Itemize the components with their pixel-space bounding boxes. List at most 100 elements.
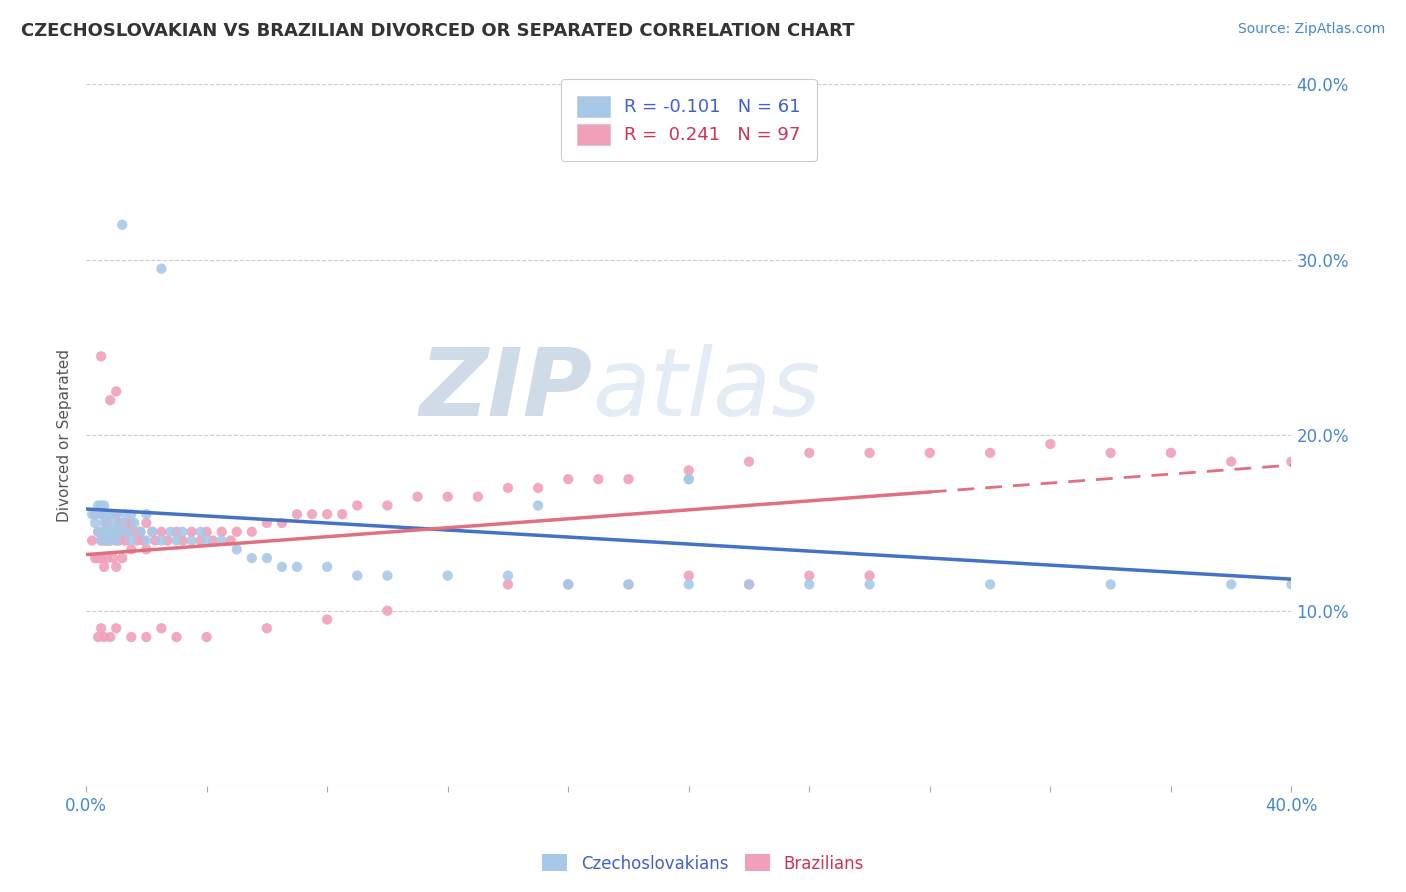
Point <box>117 524 139 539</box>
Point <box>114 507 136 521</box>
Point <box>84 507 107 521</box>
Point <box>1220 454 1243 468</box>
Point <box>124 516 146 530</box>
Point <box>98 533 121 548</box>
Point <box>98 630 121 644</box>
Point <box>108 533 131 548</box>
Point <box>617 577 640 591</box>
Point <box>111 524 134 539</box>
Point <box>1281 577 1303 591</box>
Point <box>98 507 121 521</box>
Text: ZIP: ZIP <box>419 343 592 435</box>
Point <box>225 524 247 539</box>
Point <box>127 533 149 548</box>
Point <box>1160 446 1182 460</box>
Point <box>105 507 128 521</box>
Point <box>316 507 339 521</box>
Point <box>103 524 125 539</box>
Point <box>98 393 121 408</box>
Point <box>93 559 115 574</box>
Point <box>1039 437 1062 451</box>
Point <box>436 490 458 504</box>
Point <box>90 621 112 635</box>
Point <box>105 533 128 548</box>
Point <box>90 507 112 521</box>
Point <box>219 533 242 548</box>
Point <box>979 446 1001 460</box>
Point <box>1281 454 1303 468</box>
Point <box>858 577 880 591</box>
Text: atlas: atlas <box>592 344 821 435</box>
Point <box>180 533 202 548</box>
Point <box>135 533 157 548</box>
Point <box>145 533 167 548</box>
Point <box>111 218 134 232</box>
Point <box>256 551 278 566</box>
Point <box>87 499 110 513</box>
Point <box>132 533 155 548</box>
Point <box>678 472 700 486</box>
Point <box>195 533 218 548</box>
Point <box>166 524 188 539</box>
Point <box>103 516 125 530</box>
Point <box>93 630 115 644</box>
Point <box>114 533 136 548</box>
Point <box>135 542 157 557</box>
Point <box>496 577 519 591</box>
Point <box>105 559 128 574</box>
Point <box>436 568 458 582</box>
Point <box>93 524 115 539</box>
Point <box>90 349 112 363</box>
Point <box>557 472 579 486</box>
Point <box>346 568 368 582</box>
Point <box>211 524 233 539</box>
Point <box>90 499 112 513</box>
Point <box>285 507 308 521</box>
Point <box>858 568 880 582</box>
Point <box>120 516 142 530</box>
Point <box>159 524 181 539</box>
Point <box>96 533 118 548</box>
Point <box>240 524 263 539</box>
Point <box>678 463 700 477</box>
Point <box>225 542 247 557</box>
Point <box>84 516 107 530</box>
Point <box>141 524 163 539</box>
Point <box>557 577 579 591</box>
Point <box>467 490 489 504</box>
Point <box>527 499 550 513</box>
Point <box>195 630 218 644</box>
Point <box>103 524 125 539</box>
Point <box>678 568 700 582</box>
Point <box>316 612 339 626</box>
Legend: R = -0.101   N = 61, R =  0.241   N = 97: R = -0.101 N = 61, R = 0.241 N = 97 <box>561 79 817 161</box>
Point <box>98 533 121 548</box>
Point <box>166 630 188 644</box>
Point <box>87 524 110 539</box>
Point <box>93 507 115 521</box>
Point <box>1220 577 1243 591</box>
Text: Source: ZipAtlas.com: Source: ZipAtlas.com <box>1237 22 1385 37</box>
Point <box>84 551 107 566</box>
Y-axis label: Divorced or Separated: Divorced or Separated <box>58 349 72 522</box>
Point <box>557 577 579 591</box>
Point <box>93 499 115 513</box>
Point <box>90 533 112 548</box>
Point <box>103 551 125 566</box>
Point <box>377 499 399 513</box>
Point <box>105 507 128 521</box>
Point <box>135 516 157 530</box>
Legend: Czechoslovakians, Brazilians: Czechoslovakians, Brazilians <box>536 847 870 880</box>
Point <box>93 533 115 548</box>
Point <box>1099 577 1122 591</box>
Point <box>316 559 339 574</box>
Point <box>617 577 640 591</box>
Point <box>129 524 152 539</box>
Point <box>108 516 131 530</box>
Point <box>799 446 821 460</box>
Point <box>617 472 640 486</box>
Point <box>271 516 294 530</box>
Point <box>111 551 134 566</box>
Point <box>285 559 308 574</box>
Point <box>1099 446 1122 460</box>
